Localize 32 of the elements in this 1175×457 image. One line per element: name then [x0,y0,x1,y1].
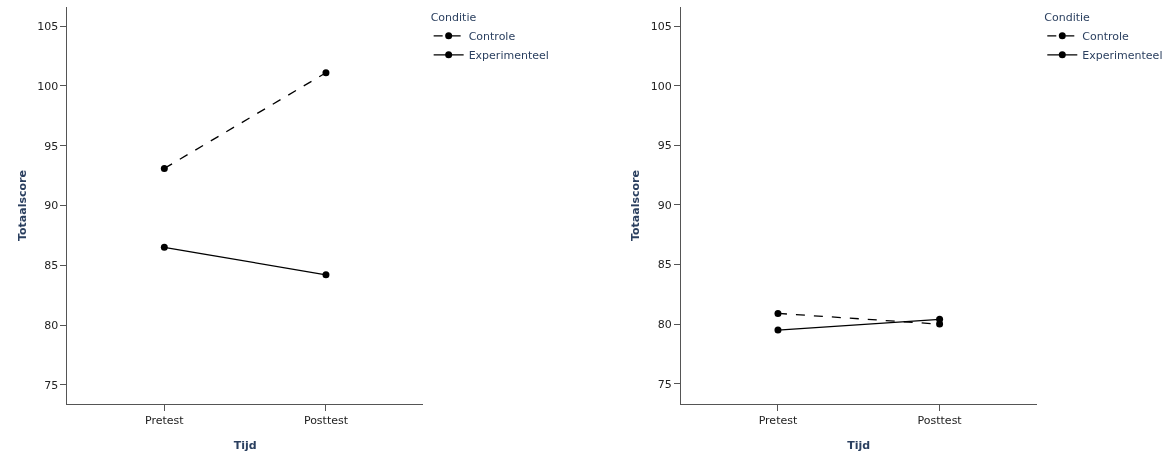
point [160,164,168,172]
y-tick-label: 105 [37,19,59,33]
y-tick-label: 75 [657,377,672,391]
legend-label: Experimenteel [1082,49,1163,63]
x-tick-label: Posttest [303,414,349,428]
y-axis-title: Totaalscore [629,170,643,241]
x-axis-title: Tijd [233,439,257,453]
y-axis-title: Totaalscore [15,170,29,241]
x-axis-title: Tijd [847,439,871,453]
point [160,243,168,251]
legend-title: Conditie [430,11,477,25]
y-tick-label: 75 [44,378,59,392]
point [322,69,330,77]
legend-label: Controle [1082,30,1130,44]
x-tick-label: Posttest [917,414,963,428]
legend-label: Controle [468,30,516,44]
legend-title: Conditie [1044,11,1091,25]
y-tick-label: 95 [657,139,672,153]
y-tick-label: 90 [657,198,672,212]
x-tick-label: Pretest [758,414,798,428]
y-tick-label: 85 [44,259,59,273]
y-tick-label: 80 [44,318,59,332]
y-tick-label: 100 [37,79,59,93]
y-tick-label: 100 [650,79,672,93]
x-tick-label: Pretest [145,414,185,428]
y-tick-label: 90 [44,199,59,213]
y-tick-label: 105 [650,19,672,33]
legend-label: Experimenteel [468,49,549,63]
point [322,271,330,279]
y-tick-label: 85 [657,258,672,272]
y-tick-label: 80 [657,317,672,331]
y-tick-label: 95 [44,139,59,153]
